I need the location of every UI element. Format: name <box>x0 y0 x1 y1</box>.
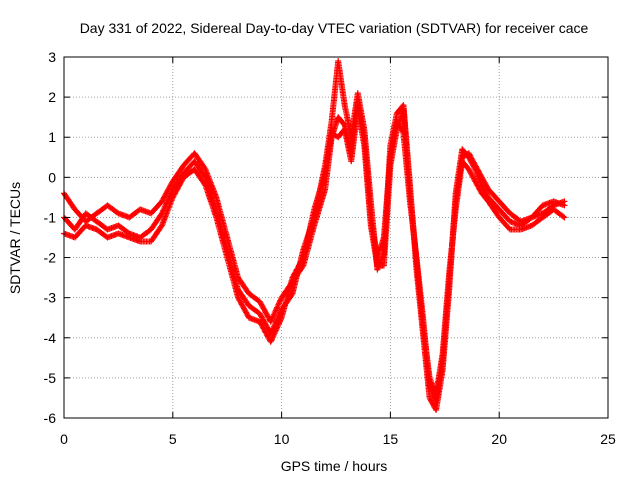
x-tick-label: 5 <box>169 431 177 447</box>
x-tick-label: 25 <box>600 431 616 447</box>
y-tick-label: 3 <box>48 49 56 65</box>
grid-lines <box>64 57 608 418</box>
y-tick-label: -6 <box>44 410 57 426</box>
y-tick-label: -2 <box>44 250 57 266</box>
x-tick-label: 10 <box>274 431 290 447</box>
y-axis-label: SDTVAR / TECUs <box>7 182 23 294</box>
y-tick-label: 1 <box>48 129 56 145</box>
y-tick-label: 0 <box>48 169 56 185</box>
y-tick-label: -1 <box>44 209 57 225</box>
x-tick-label: 20 <box>491 431 507 447</box>
series-2 <box>61 106 568 397</box>
series-track <box>62 107 567 396</box>
axis-ticks: 0 5 10 15 20 25 -6 -5 -4 -3 -2 -1 0 1 2 3 <box>44 49 616 447</box>
data-points <box>61 58 568 413</box>
y-tick-label: -5 <box>44 370 57 386</box>
x-tick-label: 0 <box>60 431 68 447</box>
y-tick-label: -4 <box>44 330 57 346</box>
chart-title: Day 331 of 2022, Sidereal Day-to-day VTE… <box>80 20 589 36</box>
y-tick-label: 2 <box>48 89 56 105</box>
x-tick-label: 15 <box>383 431 399 447</box>
plot-frame <box>63 56 609 419</box>
y-tick-label: -3 <box>44 290 57 306</box>
x-axis-label: GPS time / hours <box>281 458 388 474</box>
